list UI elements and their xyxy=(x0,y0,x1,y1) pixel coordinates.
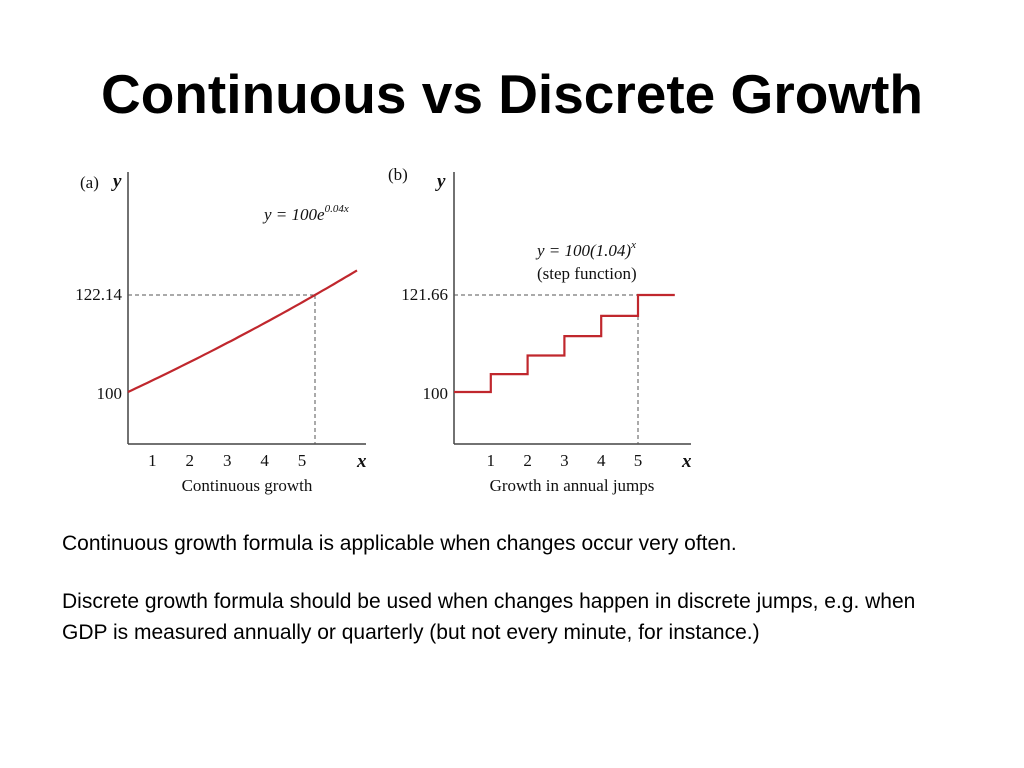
panel-a-x-tick-2: 2 xyxy=(186,451,195,470)
panel-b-x-tick-3: 3 xyxy=(560,451,569,470)
panel-a-x-label: Continuous growth xyxy=(182,476,313,495)
panel-b-label: (b) xyxy=(388,165,408,184)
growth-charts: (a) y 1 2 3 4 5 x 122.14 100 y = 100e0.04x C… xyxy=(75,165,692,495)
panel-b-equation-base: y = 100(1.04) xyxy=(535,241,631,260)
panel-b-x-label: Growth in annual jumps xyxy=(490,476,655,495)
panel-a-x-ticks: 1 2 3 4 5 xyxy=(148,451,306,470)
panel-a-label: (a) xyxy=(80,173,99,192)
panel-b-y-var: y xyxy=(435,171,446,192)
slide-body: Continuous growth formula is applicable … xyxy=(62,528,942,648)
panel-b-x-tick-1: 1 xyxy=(487,451,496,470)
panel-a-x-tick-3: 3 xyxy=(223,451,232,470)
panel-b-x-ticks: 1 2 3 4 5 xyxy=(487,451,643,470)
panel-a-exponential-curve xyxy=(127,269,358,393)
panel-a-x-tick-4: 4 xyxy=(260,451,269,470)
slide-title: Continuous vs Discrete Growth xyxy=(100,63,924,125)
panel-b-y-tick-low: 100 xyxy=(423,384,449,403)
panel-a-y-var: y xyxy=(111,171,122,192)
panel-a-x-tick-5: 5 xyxy=(298,451,307,470)
panel-b-equation-exponent: x xyxy=(630,239,636,251)
panel-b-annotation: (step function) xyxy=(537,264,637,283)
panel-b-step-line xyxy=(454,293,675,394)
paragraph-discrete: Discrete growth formula should be used w… xyxy=(62,590,916,644)
panel-b-y-tick-high: 121.66 xyxy=(401,285,448,304)
panel-a: (a) y 1 2 3 4 5 x 122.14 100 y = 100e0.04x C… xyxy=(75,171,367,495)
panel-a-equation-base: y = 100e xyxy=(262,205,325,224)
panel-a-equation: y = 100e0.04x xyxy=(262,203,349,224)
panel-a-y-tick-high: 122.14 xyxy=(75,285,122,304)
paragraph-continuous: Continuous growth formula is applicable … xyxy=(62,532,737,555)
panel-b-x-tick-2: 2 xyxy=(523,451,532,470)
panel-a-equation-exponent: 0.04x xyxy=(325,203,349,215)
panel-b-equation: y = 100(1.04)x xyxy=(535,239,636,260)
panel-b-x-tick-4: 4 xyxy=(597,451,606,470)
panel-a-x-tick-1: 1 xyxy=(148,451,157,470)
panel-a-x-var: x xyxy=(356,451,367,472)
panel-a-y-tick-low: 100 xyxy=(97,384,123,403)
panel-b-x-var: x xyxy=(681,451,692,472)
panel-b-x-tick-5: 5 xyxy=(634,451,643,470)
